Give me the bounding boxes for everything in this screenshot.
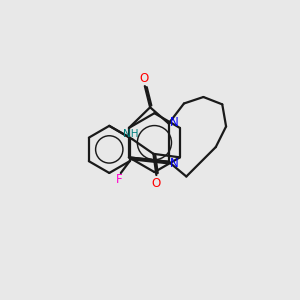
Text: O: O (139, 72, 148, 85)
Text: F: F (116, 173, 123, 186)
Text: N: N (169, 157, 178, 170)
Text: O: O (151, 177, 160, 190)
Text: N: N (169, 116, 178, 128)
Text: NH: NH (123, 129, 139, 139)
